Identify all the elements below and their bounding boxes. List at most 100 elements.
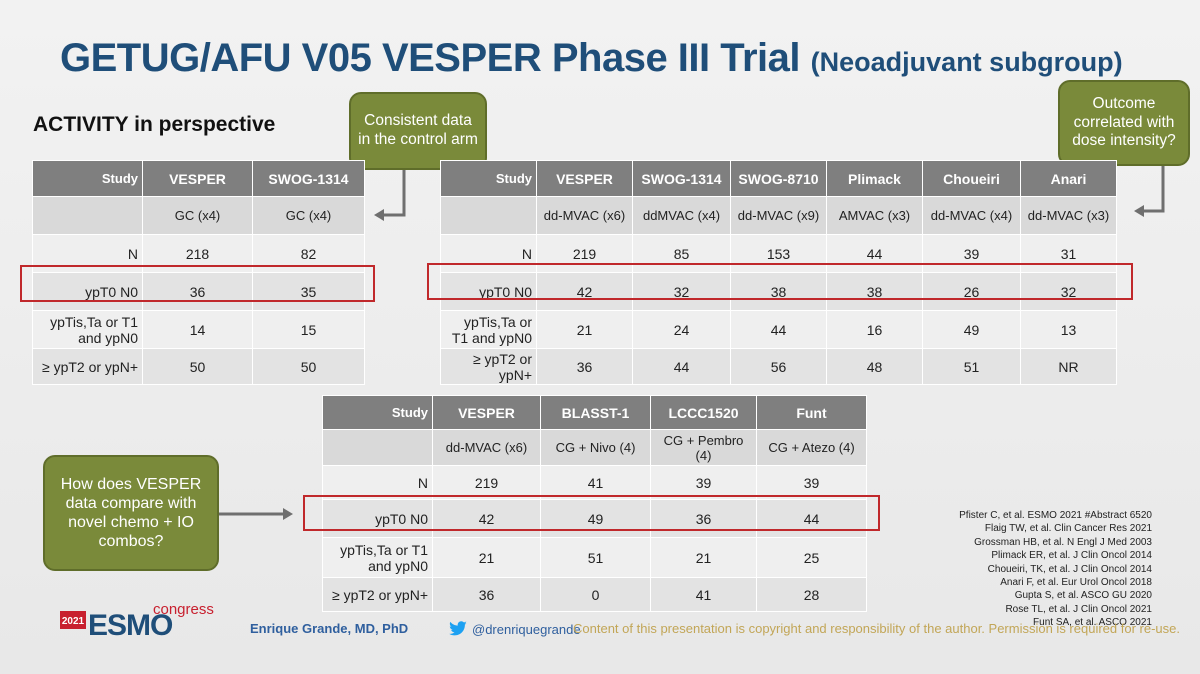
regimen-cell: AMVAC (x3) xyxy=(826,196,923,235)
regimen-row: dd-MVAC (x6) CG + Nivo (4) CG + Pembro (… xyxy=(322,429,867,466)
header-cell: Study xyxy=(440,160,537,197)
table-cell: 49 xyxy=(540,499,651,538)
twitter-bird-icon xyxy=(449,621,467,636)
table-cell: 36 xyxy=(142,272,253,311)
table-cell: 21 xyxy=(536,310,633,349)
esmo-congress-logo: 2021 ESMO congress xyxy=(60,602,214,638)
header-cell: SWOG-1314 xyxy=(632,160,731,197)
callout-dose-intensity-text: Outcome correlated with dose intensity? xyxy=(1072,95,1176,150)
row-label: ypTis,Ta or T1 and ypN0 xyxy=(322,537,433,578)
arrow-dose-intensity xyxy=(1143,166,1165,213)
arrow-control-arm xyxy=(382,170,406,217)
arrow-novel-combos-head xyxy=(283,508,293,520)
highlight-box-table3 xyxy=(303,495,880,531)
header-cell: Choueiri xyxy=(922,160,1021,197)
table-cell: 48 xyxy=(826,348,923,385)
table-cell: 32 xyxy=(632,272,731,311)
header-cell: BLASST-1 xyxy=(540,395,651,430)
reference-item: Gupta S, et al. ASCO GU 2020 xyxy=(1014,590,1152,602)
header-cell: SWOG-1314 xyxy=(252,160,365,197)
regimen-cell: ddMVAC (x4) xyxy=(632,196,731,235)
table-cell: 31 xyxy=(1020,234,1117,273)
regimen-cell: dd-MVAC (x6) xyxy=(536,196,633,235)
row-label: ≥ ypT2 or ypN+ xyxy=(440,348,537,385)
table-cell: 50 xyxy=(142,348,253,385)
highlight-box-table1 xyxy=(20,265,375,302)
table-cell: 56 xyxy=(730,348,827,385)
table-cell: 219 xyxy=(536,234,633,273)
table-cell: 21 xyxy=(432,537,541,578)
header-cell: VESPER xyxy=(432,395,541,430)
footer-author: Enrique Grande, MD, PhD xyxy=(250,621,409,636)
regimen-cell: dd-MVAC (x3) xyxy=(1020,196,1117,235)
reference-item: Choueiri, TK, et al. J Clin Oncol 2014 xyxy=(987,563,1152,575)
table-row: ≥ ypT2 or ypN+ 36 0 41 28 xyxy=(322,577,867,612)
regimen-cell: GC (x4) xyxy=(252,196,365,235)
callout-control-arm: Consistent data in the control arm xyxy=(349,92,487,170)
table-row: ypTis,Ta or T1 and ypN0 14 15 xyxy=(32,310,365,349)
regimen-row: GC (x4) GC (x4) xyxy=(32,196,365,235)
table-cell: 26 xyxy=(922,272,1021,311)
table-row: ypTis,Ta or T1 and ypN0 21 51 21 25 xyxy=(322,537,867,578)
table-cell: 44 xyxy=(632,348,731,385)
table-cell: 15 xyxy=(252,310,365,349)
row-label: N xyxy=(322,465,433,500)
header-cell: SWOG-8710 xyxy=(730,160,827,197)
header-cell: Anari xyxy=(1020,160,1117,197)
table-cell: 38 xyxy=(826,272,923,311)
regimen-cell: dd-MVAC (x6) xyxy=(432,429,541,466)
table-cell: 51 xyxy=(540,537,651,578)
table-chemo-io-combos: Study VESPER BLASST-1 LCCC1520 Funt dd-M… xyxy=(322,395,867,612)
table-cell: 41 xyxy=(540,465,651,500)
row-label: ypT0 N0 xyxy=(322,499,433,538)
table-cell: 14 xyxy=(142,310,253,349)
row-label: ypTis,Ta or T1 and ypN0 xyxy=(440,310,537,349)
table-header-row: Study VESPER SWOG-1314 xyxy=(32,160,365,197)
table-cell: 50 xyxy=(252,348,365,385)
table-cell: 25 xyxy=(756,537,867,578)
table-cell: 44 xyxy=(730,310,827,349)
section-heading: ACTIVITY in perspective xyxy=(33,113,276,136)
callout-novel-combos-text: How does VESPER data compare with novel … xyxy=(60,475,202,551)
table-cell: 35 xyxy=(252,272,365,311)
table-row: ypT0 N0 42 49 36 44 xyxy=(322,499,867,538)
reference-item: Plimack ER, et al. J Clin Oncol 2014 xyxy=(991,550,1152,562)
header-cell: Plimack xyxy=(826,160,923,197)
twitter-handle: @drenriquegrande xyxy=(472,622,581,637)
table-cell: 42 xyxy=(432,499,541,538)
reference-item: Anari F, et al. Eur Urol Oncol 2018 xyxy=(1000,577,1152,589)
table-cell: 39 xyxy=(650,465,757,500)
table-header-row: Study VESPER BLASST-1 LCCC1520 Funt xyxy=(322,395,867,430)
header-cell: Funt xyxy=(756,395,867,430)
table-cell: 44 xyxy=(826,234,923,273)
regimen-cell: CG + Nivo (4) xyxy=(540,429,651,466)
row-label: ≥ ypT2 or ypN+ xyxy=(322,577,433,612)
regimen-cell: CG + Pembro (4) xyxy=(650,429,757,466)
regimen-cell xyxy=(32,196,143,235)
table-row: ≥ ypT2 or ypN+ 36 44 56 48 51 NR xyxy=(440,348,1117,385)
regimen-row: dd-MVAC (x6) ddMVAC (x4) dd-MVAC (x9) AM… xyxy=(440,196,1117,235)
table-cell: 36 xyxy=(536,348,633,385)
table-row: N 219 85 153 44 39 31 xyxy=(440,234,1117,273)
table-cell: 13 xyxy=(1020,310,1117,349)
table-cell: 36 xyxy=(650,499,757,538)
references-list: Pfister C, et al. ESMO 2021 #Abstract 65… xyxy=(900,509,1152,630)
reference-item: Pfister C, et al. ESMO 2021 #Abstract 65… xyxy=(959,510,1152,521)
table-row: N 219 41 39 39 xyxy=(322,465,867,500)
regimen-cell: GC (x4) xyxy=(142,196,253,235)
table-cell: 51 xyxy=(922,348,1021,385)
footer-copyright: Content of this presentation is copyrigh… xyxy=(573,621,1180,636)
row-label: ypTis,Ta or T1 and ypN0 xyxy=(32,310,143,349)
footer-twitter[interactable]: @drenriquegrande xyxy=(448,621,581,637)
table-header-row: Study VESPER SWOG-1314 SWOG-8710 Plimack… xyxy=(440,160,1117,197)
table-cell: 36 xyxy=(432,577,541,612)
regimen-cell: CG + Atezo (4) xyxy=(756,429,867,466)
table-cell: 41 xyxy=(650,577,757,612)
table-control-arm: Study VESPER SWOG-1314 GC (x4) GC (x4) N… xyxy=(32,160,365,385)
table-cell: 24 xyxy=(632,310,731,349)
table-cell: 39 xyxy=(922,234,1021,273)
slide-title: GETUG/AFU V05 VESPER Phase III Trial (Ne… xyxy=(60,36,1123,81)
table-cell: 16 xyxy=(826,310,923,349)
reference-item: Funt SA, et al. ASCO 2021 xyxy=(1033,617,1152,629)
